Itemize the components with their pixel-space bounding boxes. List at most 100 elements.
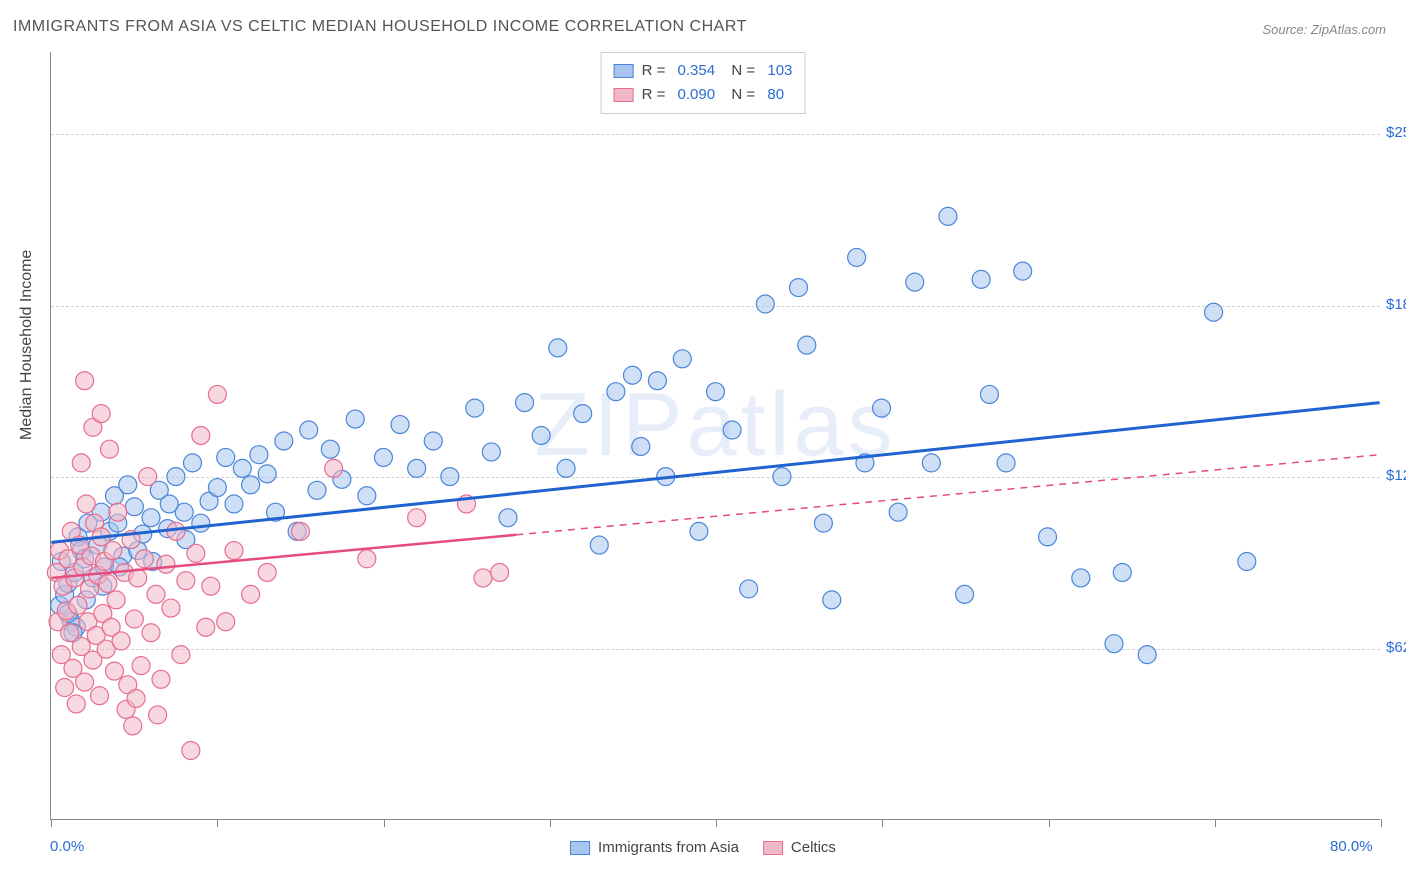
scatter-point-celtics	[491, 563, 509, 581]
scatter-point-celtics	[142, 624, 160, 642]
scatter-point-celtics	[182, 742, 200, 760]
scatter-point-asia	[258, 465, 276, 483]
scatter-point-celtics	[258, 563, 276, 581]
scatter-point-celtics	[208, 385, 226, 403]
x-tick	[550, 819, 551, 827]
scatter-point-asia	[590, 536, 608, 554]
scatter-point-asia	[208, 479, 226, 497]
scatter-point-celtics	[291, 522, 309, 540]
chart-title: IMMIGRANTS FROM ASIA VS CELTIC MEDIAN HO…	[13, 18, 747, 36]
scatter-svg	[51, 52, 1380, 819]
scatter-point-asia	[346, 410, 364, 428]
scatter-point-celtics	[217, 613, 235, 631]
scatter-point-asia	[184, 454, 202, 472]
y-axis-label: Median Household Income	[18, 250, 36, 440]
scatter-point-asia	[690, 522, 708, 540]
scatter-point-asia	[408, 459, 426, 477]
scatter-point-asia	[300, 421, 318, 439]
scatter-point-asia	[723, 421, 741, 439]
scatter-point-asia	[250, 446, 268, 464]
x-tick	[716, 819, 717, 827]
scatter-point-asia	[648, 372, 666, 390]
scatter-point-celtics	[72, 454, 90, 472]
legend-label-asia: Immigrants from Asia	[598, 839, 739, 856]
scatter-point-celtics	[187, 544, 205, 562]
scatter-point-asia	[756, 295, 774, 313]
scatter-point-celtics	[107, 591, 125, 609]
scatter-point-celtics	[197, 618, 215, 636]
scatter-point-asia	[499, 509, 517, 527]
scatter-point-asia	[972, 270, 990, 288]
scatter-point-celtics	[100, 440, 118, 458]
scatter-point-asia	[532, 427, 550, 445]
scatter-point-asia	[798, 336, 816, 354]
scatter-point-asia	[1072, 569, 1090, 587]
scatter-point-asia	[814, 514, 832, 532]
scatter-point-asia	[873, 399, 891, 417]
scatter-point-asia	[848, 248, 866, 266]
y-tick-label: $125,000	[1386, 467, 1406, 484]
scatter-point-asia	[673, 350, 691, 368]
x-min-label: 0.0%	[50, 838, 84, 855]
correlation-chart: IMMIGRANTS FROM ASIA VS CELTIC MEDIAN HO…	[0, 0, 1406, 892]
swatch-celtics	[763, 841, 783, 855]
y-tick-label: $62,500	[1386, 639, 1406, 656]
scatter-point-asia	[557, 459, 575, 477]
scatter-point-asia	[1138, 646, 1156, 664]
scatter-point-celtics	[56, 679, 74, 697]
scatter-point-asia	[1205, 303, 1223, 321]
x-tick	[882, 819, 883, 827]
scatter-point-asia	[160, 495, 178, 513]
scatter-point-asia	[167, 468, 185, 486]
scatter-point-celtics	[105, 662, 123, 680]
scatter-point-celtics	[67, 695, 85, 713]
scatter-point-asia	[889, 503, 907, 521]
x-tick	[1049, 819, 1050, 827]
scatter-point-celtics	[132, 657, 150, 675]
scatter-point-celtics	[127, 689, 145, 707]
scatter-point-celtics	[104, 542, 122, 560]
scatter-point-asia	[125, 498, 143, 516]
scatter-point-asia	[574, 405, 592, 423]
scatter-point-celtics	[162, 599, 180, 617]
scatter-point-asia	[607, 383, 625, 401]
scatter-point-asia	[275, 432, 293, 450]
regression-line-celtics-dashed	[516, 455, 1379, 535]
scatter-point-celtics	[325, 459, 343, 477]
scatter-point-celtics	[92, 405, 110, 423]
y-tick-label: $187,500	[1386, 296, 1406, 313]
scatter-point-asia	[632, 437, 650, 455]
scatter-point-celtics	[109, 503, 127, 521]
scatter-point-asia	[623, 366, 641, 384]
x-tick	[1381, 819, 1382, 827]
scatter-point-celtics	[192, 427, 210, 445]
scatter-point-asia	[1014, 262, 1032, 280]
scatter-point-celtics	[202, 577, 220, 595]
legend-label-celtics: Celtics	[791, 839, 836, 856]
scatter-point-asia	[391, 416, 409, 434]
scatter-point-celtics	[76, 372, 94, 390]
scatter-point-asia	[549, 339, 567, 357]
scatter-point-asia	[119, 476, 137, 494]
scatter-point-celtics	[358, 550, 376, 568]
scatter-point-asia	[922, 454, 940, 472]
scatter-point-asia	[516, 394, 534, 412]
scatter-point-asia	[773, 468, 791, 486]
scatter-point-asia	[424, 432, 442, 450]
scatter-point-celtics	[125, 610, 143, 628]
x-tick	[51, 819, 52, 827]
scatter-point-asia	[707, 383, 725, 401]
scatter-point-celtics	[147, 585, 165, 603]
plot-area: ZIPatlas $62,500$125,000$187,500$250,000	[50, 52, 1380, 820]
scatter-point-asia	[939, 207, 957, 225]
x-tick	[384, 819, 385, 827]
scatter-point-asia	[823, 591, 841, 609]
legend-item-celtics: Celtics	[763, 839, 836, 856]
scatter-point-celtics	[225, 542, 243, 560]
scatter-point-asia	[142, 509, 160, 527]
scatter-point-celtics	[157, 555, 175, 573]
scatter-point-asia	[740, 580, 758, 598]
source-attribution: Source: ZipAtlas.com	[1262, 22, 1386, 37]
scatter-point-celtics	[124, 717, 142, 735]
scatter-point-asia	[790, 279, 808, 297]
